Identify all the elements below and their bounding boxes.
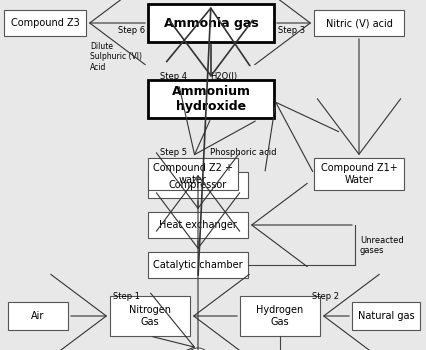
Text: Step 4: Step 4 bbox=[160, 72, 187, 81]
Bar bbox=[148, 4, 274, 42]
Bar bbox=[110, 296, 190, 336]
Bar bbox=[8, 302, 68, 330]
Bar bbox=[148, 80, 274, 118]
Text: Ammonia gas: Ammonia gas bbox=[164, 16, 259, 29]
Text: Catalytic chamber: Catalytic chamber bbox=[153, 260, 243, 270]
Text: Phosphoric acid: Phosphoric acid bbox=[210, 148, 276, 157]
Text: Hydrogen
Gas: Hydrogen Gas bbox=[256, 305, 304, 327]
Text: Air: Air bbox=[32, 311, 45, 321]
Text: Compound Z3: Compound Z3 bbox=[11, 18, 79, 28]
Text: Compressor: Compressor bbox=[169, 180, 227, 190]
Bar bbox=[240, 296, 320, 336]
Text: Nitric (V) acid: Nitric (V) acid bbox=[325, 18, 392, 28]
Circle shape bbox=[186, 348, 210, 350]
Text: H2O(l): H2O(l) bbox=[210, 72, 237, 81]
Bar bbox=[314, 10, 404, 36]
Text: Step 2: Step 2 bbox=[312, 292, 339, 301]
Text: Step 3: Step 3 bbox=[278, 26, 305, 35]
Text: Compound Z2 +
water: Compound Z2 + water bbox=[153, 163, 233, 185]
Text: Nitrogen
Gas: Nitrogen Gas bbox=[129, 305, 171, 327]
Text: Dilute
Sulphuric (VI)
Acid: Dilute Sulphuric (VI) Acid bbox=[90, 42, 142, 72]
Bar bbox=[4, 10, 86, 36]
Bar bbox=[148, 158, 238, 190]
Bar bbox=[148, 172, 248, 198]
Text: Ammonium
hydroxide: Ammonium hydroxide bbox=[172, 85, 250, 113]
Bar bbox=[148, 252, 248, 278]
Text: Unreacted
gases: Unreacted gases bbox=[360, 236, 404, 256]
Text: Step 5: Step 5 bbox=[160, 148, 187, 157]
Text: Compound Z1+
Water: Compound Z1+ Water bbox=[321, 163, 397, 185]
Text: Heat exchanger: Heat exchanger bbox=[159, 220, 237, 230]
Text: Natural gas: Natural gas bbox=[358, 311, 414, 321]
Bar bbox=[148, 212, 248, 238]
Bar bbox=[314, 158, 404, 190]
Bar bbox=[352, 302, 420, 330]
Text: Step 1: Step 1 bbox=[113, 292, 140, 301]
Text: Step 6: Step 6 bbox=[118, 26, 145, 35]
